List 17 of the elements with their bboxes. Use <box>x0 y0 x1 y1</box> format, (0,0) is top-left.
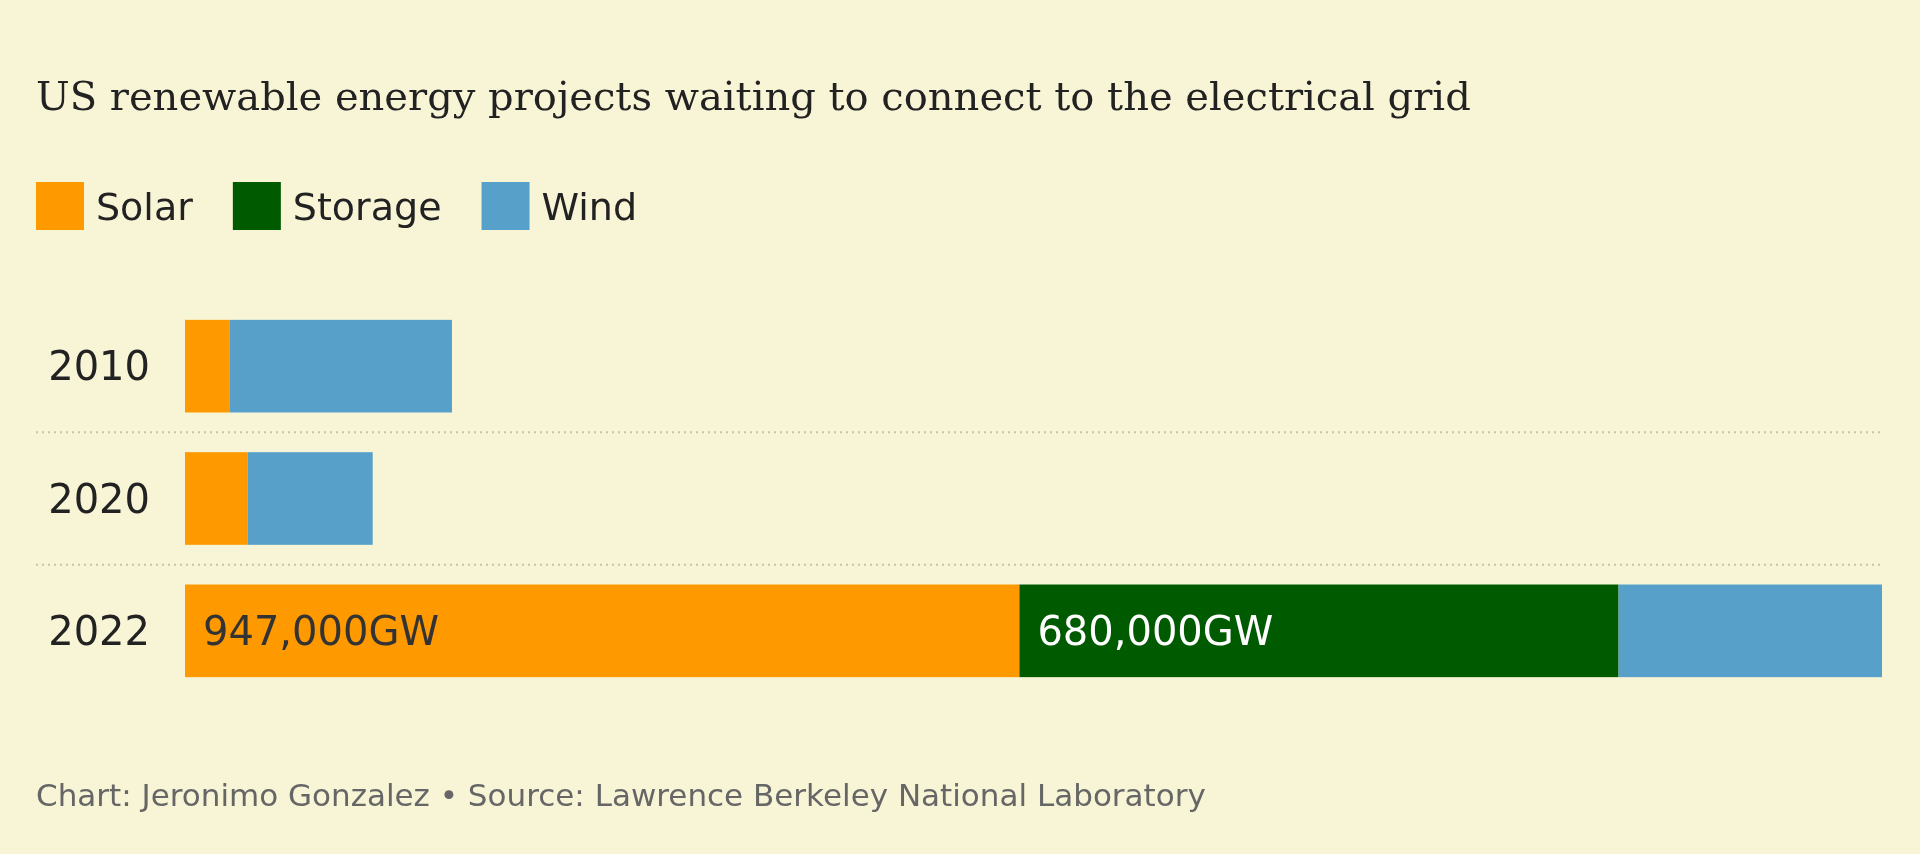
bar <box>185 319 230 413</box>
bar <box>229 319 452 413</box>
bar <box>185 584 1020 678</box>
y-tick-label: 2020 <box>48 475 150 522</box>
y-tick-label: 2010 <box>48 343 150 390</box>
legend-label: Solar <box>96 185 194 229</box>
bar <box>185 452 248 545</box>
legend-label: Wind <box>541 185 638 229</box>
text: Chart: Jeronimo Gonzalez • Source: Lawrence Berkeley National Laboratory <box>36 777 1206 813</box>
bar <box>1019 584 1619 678</box>
y-tick-label: 2022 <box>48 607 150 654</box>
legend-label: Storage <box>292 185 442 229</box>
bar <box>247 452 373 545</box>
bar <box>1618 584 1882 678</box>
data-label: 947,000GW <box>203 607 439 654</box>
chart-title: US renewable energy projects waiting to connect to the electrical grid <box>36 73 1471 119</box>
data-label: 680,000GW <box>1037 607 1274 654</box>
